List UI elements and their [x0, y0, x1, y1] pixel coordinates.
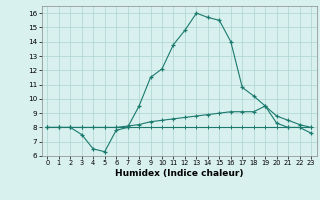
X-axis label: Humidex (Indice chaleur): Humidex (Indice chaleur) [115, 169, 244, 178]
